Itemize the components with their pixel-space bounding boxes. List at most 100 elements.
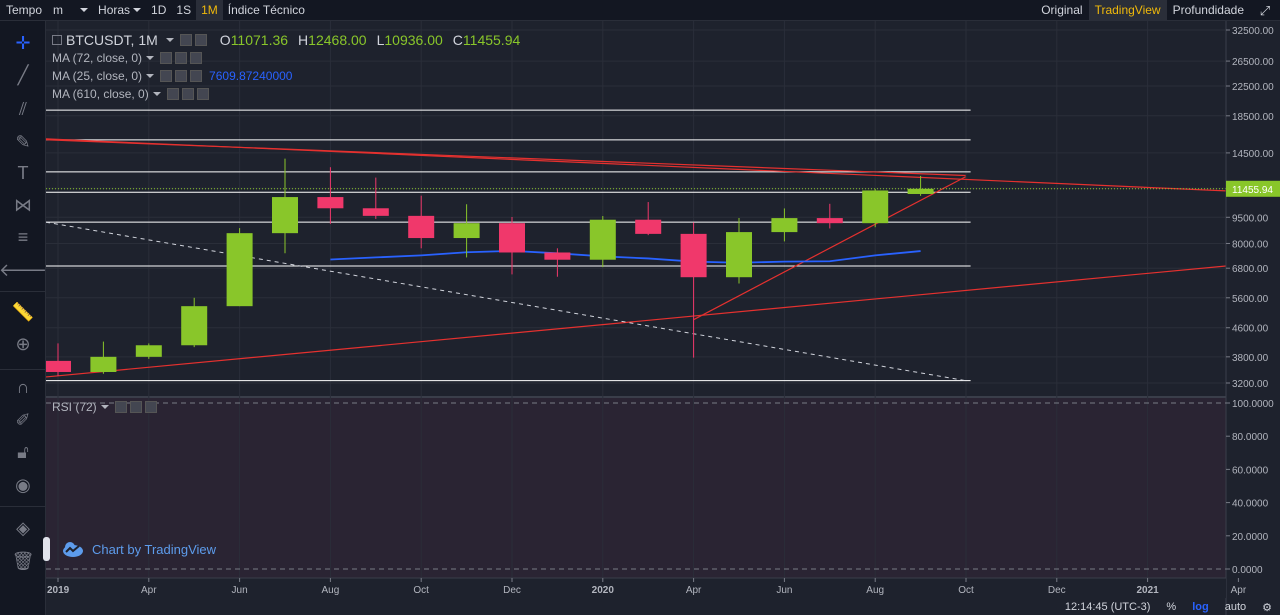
log-toggle[interactable]: log	[1192, 601, 1209, 613]
time-tick-label: Dec	[1048, 585, 1066, 596]
trash-icon[interactable]: 🗑︎	[11, 550, 35, 571]
view-tradingview[interactable]: TradingView	[1088, 0, 1167, 21]
interval-select[interactable]: m	[48, 0, 93, 21]
settings-icon[interactable]	[175, 52, 188, 64]
fullscreen-icon[interactable]: ⤢	[1259, 2, 1271, 18]
drawing-toolbar: ✛ ╱ ⫽ ✎ T ⋈ ≡ 🡐 📏 ⊕ ∩ ✐ 🔓︎ ◉ ◈ 🗑︎	[0, 21, 48, 615]
time-tick-label: Jun	[232, 585, 248, 596]
ma610-legend[interactable]: MA (610, close, 0)	[52, 85, 520, 103]
chevron-down-icon[interactable]	[165, 38, 174, 42]
ma25-line	[330, 249, 921, 264]
brush-icon[interactable]: ✎	[15, 131, 31, 152]
view-depth[interactable]: Profundidade	[1172, 3, 1244, 17]
trend-line	[693, 176, 966, 321]
time-tick-label: 2021	[1136, 585, 1159, 596]
candle-body	[635, 219, 662, 234]
close-icon[interactable]	[144, 401, 157, 413]
hours-select[interactable]: Horas	[93, 0, 146, 21]
indicator-button[interactable]: Índice Técnico	[227, 2, 305, 17]
eye-icon[interactable]	[160, 52, 173, 64]
view-original[interactable]: Original	[1041, 3, 1083, 17]
chevron-down-icon	[80, 8, 89, 12]
candle-body	[272, 197, 298, 234]
lock-icon[interactable]: 🔓︎	[17, 441, 29, 462]
chart-legend: BTCUSDT, 1M O11071.36 H12468.00 L10936.0…	[52, 31, 520, 103]
chevron-down-icon[interactable]	[146, 74, 155, 78]
zoom-in-icon[interactable]: ⊕	[15, 333, 31, 354]
rsi-tick-label: 100.0000	[1232, 399, 1274, 410]
close-value: 11455.94	[462, 32, 521, 48]
candle-body	[408, 215, 435, 239]
rsi-tick-label: 60.0000	[1232, 465, 1269, 476]
time-tick-label: Apr	[686, 585, 702, 596]
settings-icon[interactable]	[129, 401, 142, 413]
settings-icon[interactable]	[175, 70, 188, 82]
time-tick-label: Jun	[776, 585, 792, 596]
ma25-legend[interactable]: MA (25, close, 0) 7609.87240000	[52, 69, 293, 83]
fib-icon[interactable]: ≡	[17, 226, 29, 247]
settings-icon[interactable]	[179, 34, 192, 46]
magnet-icon[interactable]: ∩	[16, 376, 30, 397]
trendline-icon[interactable]: ╱	[17, 64, 29, 85]
rsi-pane	[46, 398, 1226, 578]
timeframe-1s[interactable]: 1S	[176, 2, 192, 17]
price-chart[interactable]: 32500.00 26500.00 22500.00 18500.00 14500.00…	[46, 21, 1280, 615]
chart-area[interactable]: 32500.00 26500.00 22500.00 18500.00 14500.00…	[46, 21, 1280, 615]
settings-icon[interactable]	[194, 34, 207, 46]
timeframe-1d[interactable]: 1D	[151, 2, 167, 17]
cloud-icon	[63, 542, 83, 557]
bottom-bar: 12:14:45 (UTC-3) % log auto ⚙	[1030, 599, 1280, 615]
candle-body	[816, 218, 843, 224]
time-tick-label: Aug	[866, 585, 884, 596]
candle-body	[46, 360, 71, 372]
arrow-left-icon[interactable]: 🡐	[0, 259, 48, 280]
rsi-tick-label: 20.0000	[1232, 532, 1269, 543]
price-tick-label: 4600.00	[1232, 324, 1269, 335]
eye-icon[interactable]	[166, 88, 179, 100]
collapse-icon[interactable]	[52, 35, 62, 45]
timeframe-1m[interactable]: 1M	[196, 0, 223, 21]
candle-body	[362, 208, 389, 216]
chevron-down-icon[interactable]	[152, 92, 161, 96]
ma72-legend[interactable]: MA (72, close, 0)	[52, 49, 520, 67]
tempo-label: Tempo	[6, 2, 43, 17]
eye-icon[interactable]: ◉	[15, 474, 31, 495]
close-icon[interactable]	[190, 52, 203, 64]
layers-icon[interactable]: ◈	[16, 517, 30, 538]
auto-toggle[interactable]: auto	[1224, 601, 1247, 613]
pattern-icon[interactable]: ⋈	[14, 194, 32, 215]
ma25-value: 7609.87240000	[209, 69, 293, 83]
ruler-icon[interactable]: 📏	[11, 301, 35, 322]
scroll-handle[interactable]	[43, 537, 50, 561]
time-tick-label: 2019	[47, 585, 70, 596]
time-tick-label: Apr	[141, 585, 157, 596]
price-tick-label: 5600.00	[1232, 294, 1269, 305]
eye-icon[interactable]	[114, 401, 127, 413]
rsi-tick-label: 80.0000	[1232, 432, 1269, 443]
time-axis	[46, 578, 1226, 598]
rsi-tick-label: 40.0000	[1232, 499, 1269, 510]
eye-icon[interactable]	[160, 70, 173, 82]
lock-drawing-icon[interactable]: ✐	[15, 409, 31, 430]
rsi-legend[interactable]: RSI (72)	[52, 400, 160, 414]
chevron-down-icon[interactable]	[100, 405, 109, 409]
pitchfork-icon[interactable]: ⫽	[18, 98, 28, 119]
low-value: 10936.00	[384, 32, 443, 48]
close-icon[interactable]	[196, 88, 209, 100]
price-tick-label: 22500.00	[1232, 82, 1274, 93]
time-tick-label: Oct	[413, 585, 429, 596]
text-icon[interactable]: T	[17, 162, 29, 183]
close-icon[interactable]	[190, 70, 203, 82]
chevron-down-icon	[133, 8, 142, 12]
trend-line	[46, 139, 966, 177]
crosshair-icon[interactable]: ✛	[15, 32, 31, 53]
percent-toggle[interactable]: %	[1166, 601, 1177, 613]
settings-icon[interactable]	[181, 88, 194, 100]
price-tick-label: 3800.00	[1232, 353, 1269, 364]
settings-icon[interactable]: ⚙	[1262, 601, 1272, 614]
candle-body	[135, 345, 162, 357]
candle-body	[771, 218, 798, 233]
price-axis	[1226, 21, 1280, 615]
tradingview-watermark[interactable]: Chart by TradingView	[62, 541, 216, 557]
chevron-down-icon[interactable]	[146, 56, 155, 60]
